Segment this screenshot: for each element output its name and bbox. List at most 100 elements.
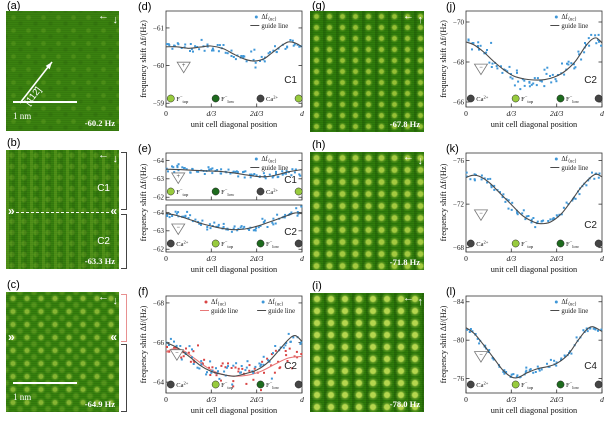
svg-text:unit cell diagonal position: unit cell diagonal position: [191, 265, 278, 274]
scan-arrow-down-icon: ↓: [112, 14, 119, 26]
svg-text:−: −: [175, 351, 179, 357]
svg-text:Ca2+: Ca2+: [476, 239, 489, 247]
svg-text:unit cell diagonal position: unit cell diagonal position: [191, 120, 278, 129]
setpoint-label-g: -67.8 Hz: [389, 119, 420, 129]
chart-panel-l: −84 −80 −76 0 d/3 2d/3 d unit cell diagonal pos…: [439, 287, 607, 426]
chevrons-left-icon: «: [110, 329, 117, 344]
svg-text:−63: −63: [153, 175, 164, 183]
svg-text:−61: −61: [153, 24, 164, 32]
svg-text:−: −: [479, 65, 483, 71]
atom-marker: [556, 239, 565, 248]
panel-label-k: (k): [446, 143, 459, 155]
scan-arrow-left-icon: ←: [403, 152, 414, 163]
legend-dot: [554, 157, 558, 161]
svg-text:0: 0: [164, 254, 168, 263]
svg-text:F−top: F−top: [521, 94, 534, 103]
svg-text:guide line: guide line: [261, 23, 288, 30]
svg-text:guide line: guide line: [261, 165, 288, 172]
svg-text:−64: −64: [153, 379, 164, 387]
svg-text:Ca2+: Ca2+: [176, 239, 189, 247]
atom-marker: [211, 239, 220, 248]
cell-label: C2: [284, 361, 297, 372]
afm-texture-a: [6, 11, 119, 131]
atom-marker: [166, 187, 175, 196]
svg-text:guide line: guide line: [561, 165, 588, 172]
svg-text:−: −: [479, 353, 483, 359]
afm-texture-c: [6, 292, 119, 412]
chart-panel-e: −64 −63 −62 Δf⟨uc⟩ guide line + F−top F−low Ca2+…: [139, 144, 307, 285]
svg-text:Δf⟨uc⟩: Δf⟨uc⟩: [261, 156, 276, 165]
cell-label: C4: [584, 361, 597, 372]
tip-apex-triangle: [171, 172, 186, 185]
panel-label-f: (f): [138, 286, 149, 298]
svg-text:F−low: F−low: [266, 380, 280, 389]
guide-line: [165, 41, 303, 62]
svg-text:unit cell diagonal position: unit cell diagonal position: [491, 406, 578, 415]
setpoint-label-c: -64.9 Hz: [84, 399, 115, 409]
guide-line: [165, 212, 303, 231]
region-bracket-b-c1: [121, 152, 127, 210]
svg-text:d: d: [600, 109, 604, 118]
tip-apex-triangle: [473, 209, 489, 222]
atom-marker: [256, 187, 265, 196]
svg-text:0: 0: [464, 109, 468, 118]
cell-label: C1: [284, 75, 297, 86]
region-bracket-c-top: [121, 294, 127, 342]
svg-text:−64: −64: [153, 157, 164, 165]
atom-marker: [294, 380, 303, 389]
svg-text:−60: −60: [153, 62, 164, 70]
svg-text:d/3: d/3: [506, 395, 516, 404]
svg-text:Δf⟨uc⟩: Δf⟨uc⟩: [268, 299, 283, 308]
axis-frame: [165, 295, 303, 394]
svg-text:F−low: F−low: [221, 187, 235, 196]
panel-label-d: (d): [138, 1, 152, 13]
legend-dot: [261, 300, 265, 304]
scan-arrow-down-icon: ↓: [417, 155, 424, 167]
scale-bar: 1 nm: [13, 101, 77, 124]
svg-text:F−low: F−low: [221, 94, 235, 103]
svg-text:0: 0: [464, 254, 468, 263]
panel-label-g: (g): [312, 0, 326, 12]
svg-text:unit cell diagonal position: unit cell diagonal position: [191, 406, 278, 415]
tip-apex-triangle: [473, 63, 489, 76]
chart-panel-d: −61 −60 −59 0 d/3 2d/3 d unit cell diagonal pos…: [139, 2, 307, 140]
afm-texture-h: [310, 152, 424, 270]
svg-text:d/3: d/3: [506, 109, 516, 118]
axis-frame: [465, 152, 603, 253]
afm-texture-i: [310, 293, 424, 412]
atom-marker: [466, 380, 475, 389]
chart-panel-k: −76 −72 −68 0 d/3 2d/3 d unit cell diagonal pos…: [439, 144, 607, 285]
panel-label-i: (i): [312, 280, 322, 292]
svg-text:−62: −62: [153, 194, 164, 202]
svg-text:2d/3: 2d/3: [550, 395, 564, 404]
svg-text:d: d: [300, 395, 304, 404]
svg-text:−68: −68: [153, 299, 164, 307]
atom-marker: [511, 380, 520, 389]
atom-marker: [466, 94, 475, 103]
tip-apex-triangle: [169, 349, 185, 361]
atom-marker: [294, 187, 303, 196]
svg-text:−76: −76: [453, 157, 464, 165]
svg-text:0: 0: [464, 395, 468, 404]
panel-label-j: (j): [446, 1, 456, 13]
chevrons-left-icon: «: [110, 203, 117, 218]
tip-apex-triangle: [473, 351, 489, 363]
svg-text:guide line: guide line: [561, 23, 588, 30]
atom-marker: [294, 94, 303, 103]
atom-marker: [256, 380, 265, 389]
cell-label: C1: [284, 175, 297, 186]
chart-svg-j: −70 −68 −660 d/3 2d/3 d unit cell diagonal pos…: [439, 10, 604, 129]
atom-marker: [594, 380, 603, 389]
region-bracket-b-c2: [121, 214, 127, 269]
svg-text:+: +: [182, 63, 186, 69]
atom-marker: [211, 187, 220, 196]
guide-line: [165, 335, 303, 377]
svg-text:Δf⟨uc⟩: Δf⟨uc⟩: [561, 14, 576, 23]
axis-frame: [165, 152, 303, 201]
svg-text:2d/3: 2d/3: [250, 254, 264, 263]
svg-text:d/3: d/3: [506, 254, 516, 263]
guide-line: [465, 37, 603, 81]
region-label-c1: C1: [97, 183, 110, 195]
svg-text:−59: −59: [153, 100, 164, 108]
